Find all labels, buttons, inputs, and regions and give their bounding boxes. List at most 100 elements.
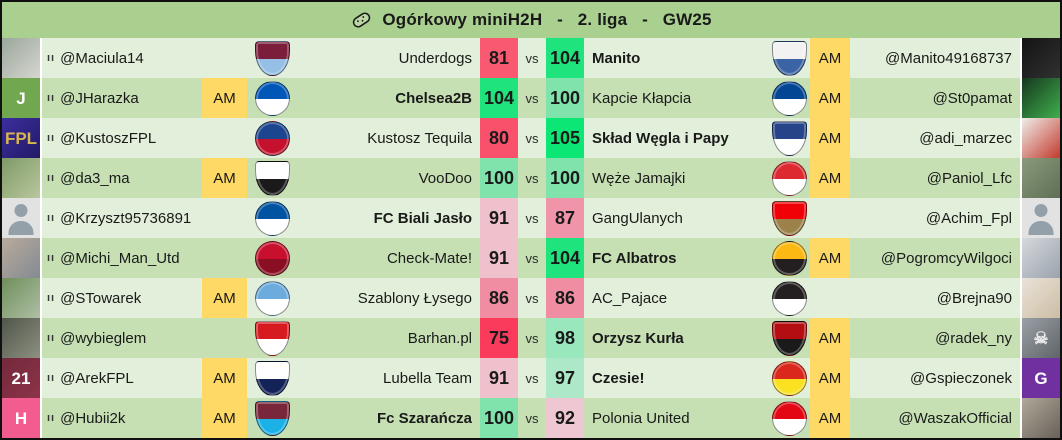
club-crest-fulham bbox=[247, 158, 297, 198]
score-right: 105 bbox=[546, 118, 584, 158]
handle-right[interactable]: @Paniol_Lfc bbox=[850, 158, 1020, 198]
handle-text: @Maciula14 bbox=[60, 49, 144, 67]
handle-right[interactable]: @Gspieczonek bbox=[850, 358, 1020, 398]
am-badge-left: AM bbox=[202, 198, 247, 238]
avatar-right: ☠ bbox=[1020, 318, 1060, 358]
handle-right[interactable]: @Achim_Fpl bbox=[850, 198, 1020, 238]
handle-text: @Paniol_Lfc bbox=[926, 169, 1012, 187]
score-left: 100 bbox=[480, 398, 518, 438]
club-crest-west-ham bbox=[247, 398, 297, 438]
handle-right[interactable]: @St0pamat bbox=[850, 78, 1020, 118]
vs-label: vs bbox=[525, 50, 539, 66]
match-row: J ıı @JHarazka AM Chelsea2B 104 vs 100 Ka… bbox=[2, 78, 1060, 118]
handle-text: @Achim_Fpl bbox=[925, 209, 1012, 227]
am-badge-left: AM bbox=[202, 118, 247, 158]
handle-right[interactable]: @WaszakOfficial bbox=[850, 398, 1020, 438]
handle-left[interactable]: ıı @Michi_Man_Utd bbox=[42, 238, 202, 278]
match-row: FPL ıı@KustoszFPL AM Kustosz Tequila 80 … bbox=[2, 118, 1060, 158]
am-badge-left: AM bbox=[202, 278, 247, 318]
score-right: 104 bbox=[546, 238, 584, 278]
handle-left[interactable]: ıı @JHarazka bbox=[42, 78, 202, 118]
am-badge-right: AM bbox=[810, 278, 850, 318]
nottingham-forest-crest-icon bbox=[771, 160, 807, 196]
score-left: 104 bbox=[480, 78, 518, 118]
score-right: 104 bbox=[546, 38, 584, 78]
handle-left[interactable]: ıı @da3_ma bbox=[42, 158, 202, 198]
pickle-icon bbox=[350, 10, 373, 30]
team-name-left: Kustosz Tequila bbox=[367, 129, 472, 147]
handle-text: @KustoszFPL bbox=[60, 129, 157, 147]
handle-left[interactable]: ıı @KustoszFPL bbox=[42, 118, 202, 158]
handle-text: @wybieglem bbox=[60, 329, 147, 347]
handle-right[interactable]: @radek_ny bbox=[850, 318, 1020, 358]
club-crest-leicester-city bbox=[247, 198, 297, 238]
match-row: ıı @da3_ma AM VooDoo 100 vs 100 Węże Jama… bbox=[2, 158, 1060, 198]
am-badge-right: AM bbox=[810, 358, 850, 398]
avatar-left bbox=[2, 238, 42, 278]
score-left: 80 bbox=[480, 118, 518, 158]
stats-bars-icon: ıı bbox=[47, 52, 56, 64]
vs-label: vs bbox=[525, 90, 539, 106]
team-name-left: Szablony Łysego bbox=[357, 289, 472, 307]
handle-left[interactable]: ıı @wybieglem bbox=[42, 318, 202, 358]
handle-left[interactable]: ıı @Krzyszt95736891 bbox=[42, 198, 202, 238]
avatar-left bbox=[2, 198, 42, 238]
am-badge-right: AM bbox=[810, 38, 850, 78]
brentford-crest-icon bbox=[771, 400, 807, 436]
team-name-left: Fc Szarańcza bbox=[376, 409, 472, 427]
handle-text: @adi_marzec bbox=[919, 129, 1012, 147]
vs-label: vs bbox=[525, 130, 539, 146]
fulham-crest-icon bbox=[254, 160, 290, 196]
score-left: 75 bbox=[480, 318, 518, 358]
handle-text: @WaszakOfficial bbox=[898, 409, 1012, 427]
team-name-right: Węże Jamajki bbox=[592, 169, 686, 187]
club-crest-newcastle bbox=[768, 278, 810, 318]
stats-bars-icon: ıı bbox=[47, 212, 56, 224]
am-badge-right: AM bbox=[810, 78, 850, 118]
handle-text: @Gspieczonek bbox=[910, 369, 1012, 387]
am-badge-right: AM bbox=[810, 238, 850, 278]
avatar-left: J bbox=[2, 78, 42, 118]
score-right: 86 bbox=[546, 278, 584, 318]
avatar-letter: ☠ bbox=[1033, 328, 1049, 348]
team-name-right: Polonia United bbox=[592, 409, 690, 427]
handle-text: @da3_ma bbox=[60, 169, 130, 187]
handle-right[interactable]: @adi_marzec bbox=[850, 118, 1020, 158]
leicester-city-crest-icon bbox=[254, 200, 290, 236]
handle-right[interactable]: @Manito49168737 bbox=[850, 38, 1020, 78]
stats-bars-icon: ıı bbox=[47, 372, 56, 384]
match-row: ıı @Maciula14 AM Underdogs 81 vs 104 Mani… bbox=[2, 38, 1060, 78]
score-right: 97 bbox=[546, 358, 584, 398]
am-badge-right: AM bbox=[810, 318, 850, 358]
score-left: 81 bbox=[480, 38, 518, 78]
west-ham-crest-icon bbox=[254, 400, 290, 436]
stats-bars-icon: ıı bbox=[47, 292, 56, 304]
avatar-right bbox=[1020, 118, 1060, 158]
wolves-crest-icon bbox=[771, 240, 807, 276]
handle-text: @Michi_Man_Utd bbox=[60, 249, 180, 267]
handle-left[interactable]: ıı @ArekFPL bbox=[42, 358, 202, 398]
handle-right[interactable]: @PogromcyWilgoci bbox=[850, 238, 1020, 278]
handle-left[interactable]: ıı @Hubii2k bbox=[42, 398, 202, 438]
handle-text: @Brejna90 bbox=[936, 289, 1012, 307]
avatar-left bbox=[2, 278, 42, 318]
team-name-right: Kapcie Kłapcia bbox=[592, 89, 692, 107]
handle-right[interactable]: @Brejna90 bbox=[850, 278, 1020, 318]
vs-label: vs bbox=[525, 410, 539, 426]
am-badge-left: AM bbox=[202, 238, 247, 278]
handle-left[interactable]: ıı @STowarek bbox=[42, 278, 202, 318]
avatar-right bbox=[1020, 158, 1060, 198]
handle-text: @STowarek bbox=[60, 289, 142, 307]
vs-label: vs bbox=[525, 210, 539, 226]
handle-left[interactable]: ıı @Maciula14 bbox=[42, 38, 202, 78]
club-crest-arsenal bbox=[768, 198, 810, 238]
match-row: ıı@Krzyszt95736891 AM FC Biali Jasło 91 … bbox=[2, 198, 1060, 238]
am-badge-right: AM bbox=[810, 398, 850, 438]
club-crest-tottenham bbox=[247, 358, 297, 398]
avatar-letter: G bbox=[1034, 368, 1048, 388]
stats-bars-icon: ıı bbox=[47, 92, 56, 104]
newcastle-crest-icon bbox=[771, 280, 807, 316]
score-right: 92 bbox=[546, 398, 584, 438]
avatar-letter: H bbox=[14, 408, 28, 428]
score-left: 91 bbox=[480, 358, 518, 398]
